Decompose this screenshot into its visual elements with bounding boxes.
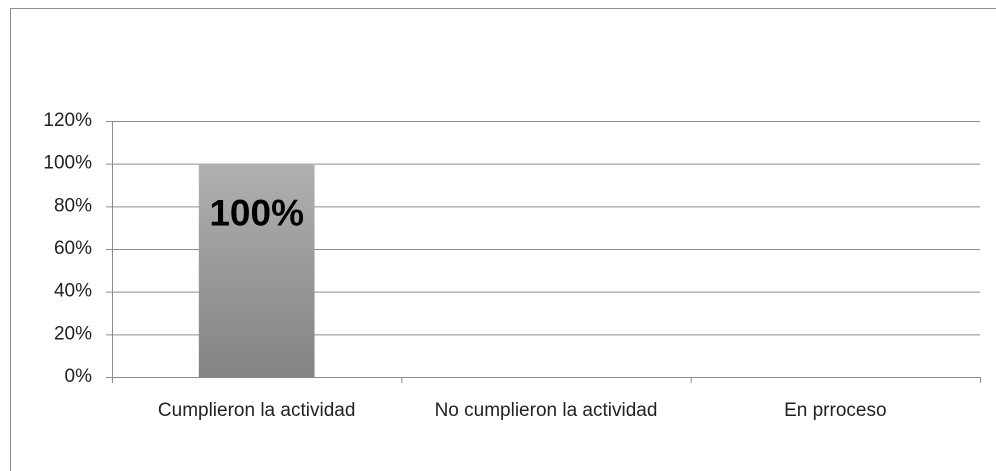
- y-tick-label: 100%: [43, 153, 92, 174]
- y-tick-label: 80%: [54, 195, 92, 216]
- y-tick-label: 120%: [43, 110, 92, 131]
- y-tick-label: 20%: [54, 323, 92, 344]
- y-tick-label: 60%: [54, 238, 92, 259]
- x-tick-label: No cumplieron la actividad: [435, 400, 658, 421]
- y-tick-label: 40%: [54, 281, 92, 302]
- y-tick-label: 0%: [65, 366, 93, 387]
- x-tick-label: Cumplieron la actividad: [158, 400, 356, 421]
- x-tick-label: En prroceso: [784, 400, 886, 421]
- data-label: 100%: [209, 192, 304, 233]
- chart-frame: [10, 8, 996, 471]
- bar: [198, 163, 315, 377]
